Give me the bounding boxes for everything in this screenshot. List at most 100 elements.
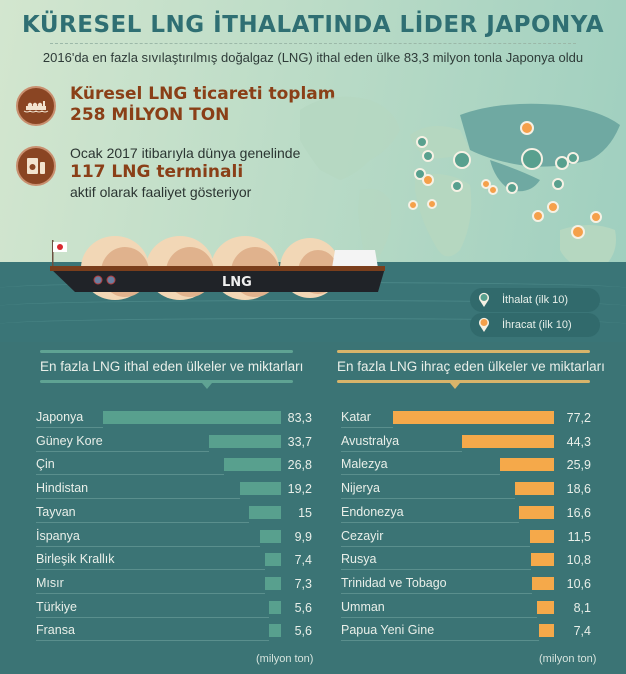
value-bar	[269, 624, 281, 638]
country-name: Rusya	[341, 552, 377, 567]
row-underline	[341, 592, 532, 594]
value-label: 10,6	[566, 576, 591, 591]
country-name: Trinidad ve Tobago	[341, 575, 447, 590]
country-name: Endonezya	[341, 504, 404, 519]
import-chart-title: En fazla LNG ithal eden ülkeler ve mikta…	[40, 359, 304, 374]
import-pin-icon	[479, 292, 489, 307]
row-underline	[341, 427, 393, 428]
row-underline	[36, 521, 249, 523]
row-underline	[36, 450, 209, 452]
value-bar	[538, 624, 554, 638]
country-name: Güney Kore	[36, 433, 103, 448]
country-name: Tayvan	[36, 504, 76, 519]
import-chart-header: En fazla LNG ithal eden ülkeler ve mikta…	[40, 350, 304, 389]
value-label: 9,9	[294, 529, 312, 544]
country-name: Japonya	[36, 410, 84, 424]
value-label: 7,4	[294, 553, 312, 568]
export-bar-row: Nijerya 18,6	[341, 479, 591, 503]
import-bar-row: Birleşik Krallık 7,4	[36, 550, 312, 574]
value-label: 26,8	[287, 458, 312, 473]
country-name: Avustralya	[341, 433, 400, 448]
value-bar	[103, 411, 281, 424]
value-bar	[269, 600, 281, 614]
value-bar	[265, 553, 281, 567]
legend-export: İhracat (ilk 10)	[470, 313, 600, 337]
value-label: 83,3	[287, 411, 312, 425]
tank-icon	[16, 146, 56, 186]
row-underline	[36, 545, 260, 547]
row-underline	[36, 474, 224, 476]
export-pin-icon	[479, 317, 489, 332]
row-underline	[36, 640, 269, 642]
export-bar-row: Malezya 25,9	[341, 455, 591, 479]
value-label: 10,8	[566, 553, 591, 568]
import-bar-row: Mısır 7,3	[36, 574, 312, 598]
value-label: 18,6	[566, 482, 591, 497]
ship-icon	[16, 86, 56, 126]
export-bar-row: Trinidad ve Tobago 10,6	[341, 574, 591, 598]
import-unit-label: (milyon ton)	[256, 653, 314, 665]
lng-ship-illustration	[50, 236, 385, 300]
import-bar-row: Türkiye 5,6	[36, 598, 312, 622]
title-divider	[50, 43, 576, 44]
country-name: Umman	[341, 599, 385, 614]
value-label: 33,7	[287, 434, 312, 449]
fact-terminal-count: 117 LNG terminali	[70, 162, 244, 182]
value-bar	[223, 458, 281, 472]
export-unit-label: (milyon ton)	[539, 653, 597, 665]
export-bar-row: Avustralya 44,3	[341, 432, 591, 456]
fact-trade-total: 258 MİLYON TON	[70, 105, 230, 125]
row-underline	[36, 569, 266, 571]
row-underline	[341, 640, 539, 642]
country-name: Malezya	[341, 457, 388, 472]
value-label: 7,4	[573, 624, 591, 639]
value-bar	[208, 434, 281, 448]
value-label: 16,6	[566, 505, 591, 520]
export-bar-row: Cezayir 11,5	[341, 527, 591, 551]
page-title: KÜRESEL LNG İTHALATINDA LİDER JAPONYA	[21, 12, 605, 38]
value-bar	[537, 600, 554, 614]
value-label: 19,2	[287, 482, 312, 497]
export-bar-row: Katar 77,2	[341, 408, 591, 432]
value-label: 5,6	[294, 624, 312, 639]
row-underline	[341, 521, 520, 523]
export-bar-row: Endonezya 16,6	[341, 503, 591, 527]
country-name: Türkiye	[36, 599, 77, 614]
country-name: Katar	[341, 410, 371, 424]
value-bar	[393, 411, 554, 424]
row-underline	[36, 427, 103, 428]
row-underline	[36, 592, 266, 594]
value-bar	[530, 529, 554, 543]
row-underline	[341, 498, 516, 500]
country-name: Papua Yeni Gine	[341, 623, 435, 638]
export-bar-row: Rusya 10,8	[341, 550, 591, 574]
value-bar	[531, 553, 554, 567]
row-underline	[36, 498, 240, 500]
value-bar	[499, 458, 554, 472]
row-underline	[341, 545, 531, 547]
country-name: Fransa	[36, 623, 75, 638]
export-bar-row: Umman 8,1	[341, 598, 591, 622]
value-label: 7,3	[294, 576, 312, 591]
fact-trade-line1: Küresel LNG ticareti toplam	[70, 84, 336, 104]
export-bar-row: Papua Yeni Gine 7,4	[341, 621, 591, 645]
country-name: Birleşik Krallık	[36, 552, 115, 567]
import-bar-row: Güney Kore 33,7	[36, 432, 312, 456]
country-name: Cezayir	[341, 528, 384, 543]
value-bar	[515, 482, 554, 496]
legend-import-label: İthalat (ilk 10)	[502, 294, 569, 306]
ship-hull-label: LNG	[222, 275, 252, 290]
country-name: Nijerya	[341, 481, 380, 496]
import-bar-row: Japonya 83,3	[36, 408, 312, 432]
fact-terminal-line1: Ocak 2017 itibarıyla dünya genelinde	[70, 145, 301, 161]
value-label: 11,5	[567, 529, 591, 544]
world-map	[300, 96, 620, 270]
value-bar	[265, 576, 281, 590]
country-name: Mısır	[36, 575, 64, 590]
import-bar-row: Hindistan 19,2	[36, 479, 312, 503]
value-bar	[519, 505, 554, 519]
value-bar	[259, 529, 281, 543]
value-label: 8,1	[573, 600, 591, 615]
legend-export-label: İhracat (ilk 10)	[502, 319, 572, 331]
legend-import: İthalat (ilk 10)	[470, 288, 600, 312]
